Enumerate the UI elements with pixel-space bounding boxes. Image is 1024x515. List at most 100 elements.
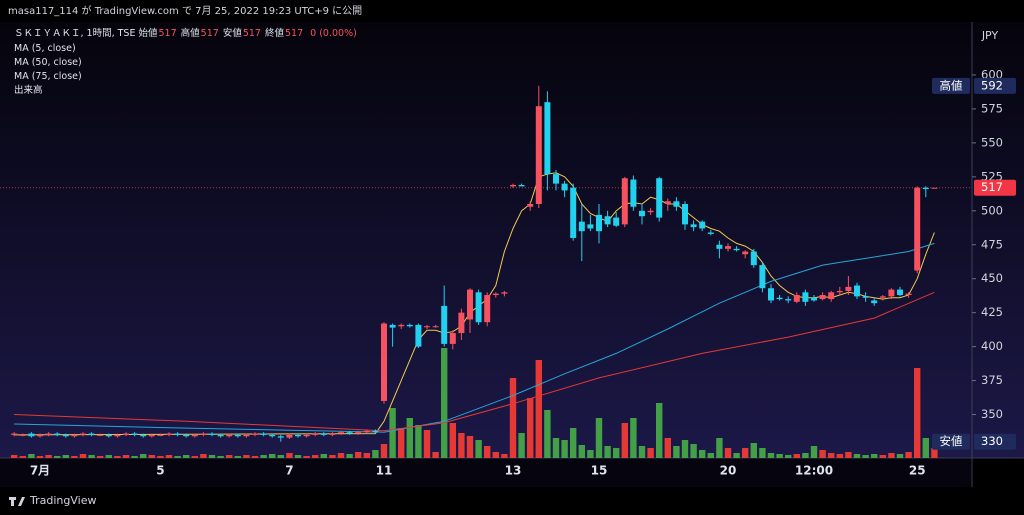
candle-body (621, 178, 628, 225)
candle-body (578, 221, 585, 232)
candle-body (191, 434, 198, 437)
candle-body (776, 297, 783, 300)
volume-bar (647, 448, 654, 458)
price-tag (974, 433, 1016, 450)
logo (9, 497, 25, 506)
volume-bar (441, 348, 448, 458)
volume-bar (871, 454, 878, 458)
volume-bar (681, 440, 689, 458)
candle-body (80, 433, 86, 435)
candle-body (166, 433, 172, 435)
ma-legend: MA (5, close) (14, 43, 76, 54)
ohlc-value: 517 (284, 28, 304, 39)
volume-bar (656, 403, 663, 458)
footer-brand: TradingView (29, 494, 96, 507)
ma-legend: MA (75, close) (14, 71, 82, 82)
y-tick-label: 475 (981, 237, 1003, 251)
candle-body (733, 248, 740, 251)
candle-body (209, 433, 215, 435)
y-tick-label: 550 (981, 135, 1003, 149)
candle-body (252, 433, 258, 435)
ohlc-value: 517 (242, 28, 261, 39)
candle-body (131, 433, 138, 435)
volume-bar (819, 450, 826, 458)
volume-bar (269, 454, 276, 458)
volume-bar (105, 455, 112, 458)
candle-body (836, 290, 843, 293)
ohlc-label: 始値 (138, 28, 158, 39)
candle-body (329, 433, 336, 435)
x-tick-label: 7月 (30, 464, 50, 478)
volume-bar (733, 453, 740, 458)
candle-body (630, 179, 637, 207)
volume-bar (208, 455, 216, 458)
candle-body (432, 326, 439, 328)
volume-bar (260, 455, 267, 458)
y-tick-label: 425 (981, 305, 1003, 319)
candle-body (286, 434, 293, 438)
volume-bar (36, 456, 44, 458)
candle-body (217, 434, 224, 437)
candle-body (768, 288, 774, 301)
volume-bar (879, 455, 886, 458)
volume-bar (690, 444, 697, 458)
currency: JPY (981, 29, 999, 42)
volume-bar (277, 455, 284, 458)
volume-bar (570, 428, 577, 458)
volume-bar (518, 433, 525, 458)
volume-bar (183, 455, 190, 458)
volume-bar (303, 456, 310, 458)
candle-body (174, 433, 181, 435)
volume-bar (458, 433, 465, 458)
candle-body (355, 432, 362, 434)
candle-body (398, 324, 405, 327)
volume-legend: 出来高 (14, 85, 43, 96)
volume-bar (71, 456, 78, 458)
volume-bar (638, 446, 646, 458)
candle-body (664, 201, 671, 205)
candle-body (277, 436, 284, 438)
candle-body (707, 232, 714, 234)
y-tick-label: 400 (981, 339, 1003, 353)
volume-bar (810, 446, 818, 458)
volume-bar (380, 444, 388, 458)
volume-bar (466, 436, 474, 458)
candle-body (535, 106, 542, 205)
ohlc-label: 終値 (264, 28, 284, 39)
volume-bar (905, 452, 912, 458)
candle-body (639, 210, 645, 217)
candle-body (37, 434, 43, 437)
volume-bar (750, 443, 757, 458)
volume-bar (191, 456, 198, 458)
ma-legend: MA (50, close) (14, 57, 82, 68)
volume-bar (88, 455, 95, 458)
volume-bar (509, 378, 517, 458)
ohlc-value: 517 (158, 28, 177, 39)
volume-bar (389, 408, 396, 458)
volume-bar (243, 455, 250, 458)
volume-bar (630, 418, 637, 458)
candle-body (871, 300, 878, 304)
volume-bar (664, 438, 671, 458)
symbol: ＳＫＩＹＡＫＩ, 1時間, TSE (14, 28, 136, 39)
volume-bar (853, 454, 861, 458)
volume-bar (931, 448, 938, 458)
volume-bar (234, 456, 241, 458)
candle-body (914, 187, 921, 271)
volume-bar (11, 455, 18, 458)
candle-body (682, 204, 688, 225)
candle-body (234, 434, 241, 437)
candle-body (54, 433, 61, 435)
plot-area (0, 85, 972, 458)
ma-line (14, 242, 935, 433)
price-tag (974, 77, 1016, 94)
candle-body (449, 333, 456, 344)
volume-bar (767, 453, 775, 458)
candle-body (931, 187, 938, 189)
candle-body (389, 324, 396, 328)
volume-bar (716, 438, 723, 458)
candle-body (363, 430, 370, 433)
candle-body (604, 216, 611, 225)
volume-bar (776, 454, 783, 458)
volume-bar (62, 455, 69, 458)
